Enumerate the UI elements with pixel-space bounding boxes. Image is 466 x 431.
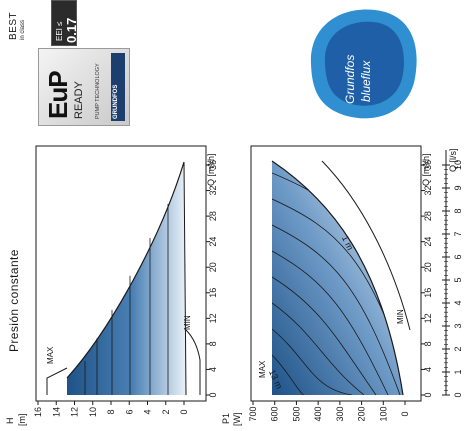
left-right-boundary bbox=[183, 161, 187, 396]
ls-axis-ticks: 0 1 2 3 4 5 6 7 8 9 10 bbox=[442, 150, 463, 398]
left-h-axis-unit: H bbox=[5, 417, 15, 425]
left-upper-boundary bbox=[66, 161, 185, 379]
right-power-curve bbox=[272, 328, 353, 395]
p-tick-label: 300 bbox=[335, 406, 345, 421]
ls-tick-label: 10 bbox=[453, 160, 463, 170]
right-p-axis-unit: P1 bbox=[221, 412, 231, 424]
h-tick-label: 2 bbox=[161, 409, 171, 414]
right-operating-area bbox=[272, 161, 403, 395]
q-tick-label: 4 bbox=[423, 367, 433, 372]
left-max-label: MAX bbox=[46, 346, 55, 364]
h-tick-label: 14 bbox=[51, 407, 61, 417]
q-tick-label: 8 bbox=[423, 341, 433, 346]
q-tick-label: 24 bbox=[423, 237, 433, 247]
q-tick-label: 12 bbox=[208, 313, 218, 323]
eei-badge: EEI ≤ 0.17 bbox=[51, 0, 79, 46]
right-min-label: MIN bbox=[396, 309, 405, 324]
blueflux-logo-shape bbox=[310, 9, 417, 119]
left-operating-area bbox=[67, 162, 186, 395]
left-h-axis-unit-bracket: [m] bbox=[17, 413, 27, 427]
ls-tick-label: 7 bbox=[453, 231, 463, 236]
q-tick-label: 20 bbox=[208, 262, 218, 272]
q-tick-label: 16 bbox=[208, 288, 218, 298]
right-max-curve bbox=[271, 160, 404, 396]
grundfos-strip: GRUNDFOS bbox=[111, 53, 125, 121]
ls-tick-label: 9 bbox=[453, 185, 463, 190]
left-max-curve bbox=[46, 367, 68, 395]
p-tick-label: 700 bbox=[248, 406, 258, 421]
q-tick-label: 28 bbox=[208, 211, 218, 221]
p-tick-label: 100 bbox=[378, 406, 388, 421]
ls-tick-label: 5 bbox=[453, 277, 463, 282]
h-unit-top: H bbox=[5, 417, 15, 425]
ls-tick-label: 3 bbox=[453, 323, 463, 328]
left-min-label: MIN bbox=[183, 315, 192, 330]
right-q-axis-label: Q [m³/h] bbox=[421, 153, 431, 186]
blueflux-logo: Grundfos blueflux bbox=[303, 4, 423, 124]
p-tick-label: 500 bbox=[291, 406, 301, 421]
q-tick-label: 32 bbox=[423, 186, 433, 196]
right-power-curve bbox=[272, 276, 377, 395]
p-tick-label: 400 bbox=[313, 406, 323, 421]
p-tick-label: 600 bbox=[270, 406, 280, 421]
ls-tick-label: 6 bbox=[453, 254, 463, 259]
h-tick-label: 8 bbox=[106, 409, 116, 414]
p-tick-label: 0 bbox=[400, 411, 410, 416]
h-tick-label: 0 bbox=[179, 409, 189, 414]
right-power-curve bbox=[272, 224, 401, 395]
ls-tick-label: 8 bbox=[453, 208, 463, 213]
q-tick-label: 36 bbox=[208, 160, 218, 170]
right-p-axis-unit-bracket: [W] bbox=[232, 412, 242, 427]
q-tick-label: 32 bbox=[208, 186, 218, 196]
right-axis-ticks: 700 600 500 400 300 200 100 0 0 4 8 12 16 20 24 28 32 36 bbox=[248, 160, 433, 422]
ls-tick-label: 1 bbox=[453, 369, 463, 374]
ls-tick-label: 4 bbox=[453, 300, 463, 305]
q-tick-label: 16 bbox=[423, 288, 433, 298]
q-tick-label: 12 bbox=[423, 313, 433, 323]
right-1m-curve bbox=[321, 160, 411, 331]
right-max-label: MAX bbox=[258, 360, 267, 378]
h-tick-label: 10 bbox=[88, 407, 98, 417]
left-min-curve bbox=[185, 329, 201, 395]
p-tick-label: 200 bbox=[357, 406, 367, 421]
right-power-curve bbox=[272, 354, 341, 395]
q-tick-label: 4 bbox=[208, 367, 218, 372]
right-power-curve bbox=[272, 250, 389, 395]
left-q-axis-label: Q [m³/h] bbox=[206, 153, 216, 186]
left-iso-lines bbox=[84, 203, 169, 395]
h-tick-label: 12 bbox=[70, 407, 80, 417]
q-tick-label: 8 bbox=[208, 341, 218, 346]
right-power-curve bbox=[272, 302, 365, 395]
h-tick-label: 4 bbox=[143, 409, 153, 414]
ls-tick-label: 2 bbox=[453, 346, 463, 351]
q-tick-label: 36 bbox=[423, 160, 433, 170]
h-tick-label: 6 bbox=[124, 409, 134, 414]
q-tick-label: 0 bbox=[208, 392, 218, 397]
h-tick-label: 16 bbox=[33, 407, 43, 417]
q-tick-label: 28 bbox=[423, 211, 433, 221]
eup-ready-badge: EuP READY PUMP TECHNOLOGY GRUNDFOS bbox=[38, 48, 130, 126]
right-q-ls-axis-label: Q [l/s] bbox=[448, 148, 458, 172]
ls-tick-label: 0 bbox=[453, 392, 463, 397]
q-tick-label: 24 bbox=[208, 237, 218, 247]
q-tick-label: 0 bbox=[423, 392, 433, 397]
q-tick-label: 20 bbox=[423, 262, 433, 272]
